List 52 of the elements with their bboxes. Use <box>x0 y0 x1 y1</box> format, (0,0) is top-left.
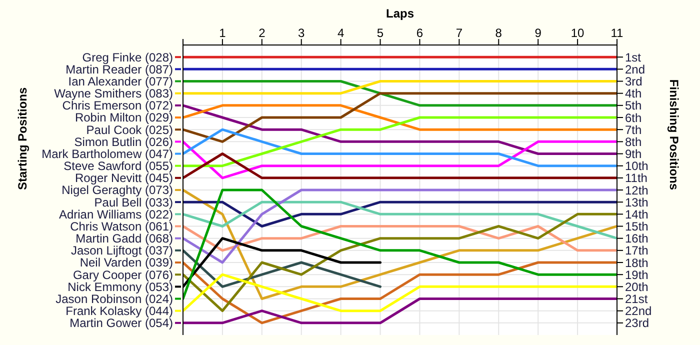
y-tick-label: 9th <box>625 147 642 162</box>
legend-label: Greg Finke (028) <box>82 50 174 64</box>
legend-label: Nigel Geraghty (073) <box>62 183 173 198</box>
y-tick-label: 13th <box>625 195 648 210</box>
x-tick-label: 11 <box>610 26 624 40</box>
x-tick-label: 3 <box>298 26 306 40</box>
legend-label: Jason Lijftogt (037) <box>70 244 173 258</box>
y-tick-label: 5th <box>625 98 642 113</box>
legend-title: Starting Positions <box>15 87 30 190</box>
y-tick-label: 19th <box>625 268 648 282</box>
y-tick-label: 7th <box>625 122 642 137</box>
x-tick-label: 10 <box>570 26 585 40</box>
y-tick-label: 17th <box>625 244 648 258</box>
y-tick-label: 12th <box>625 183 648 198</box>
legend-label: Martin Gower (054) <box>70 316 173 330</box>
y-tick-label: 23rd <box>625 316 650 330</box>
y-tick-label: 6th <box>625 110 642 125</box>
y-tick-label: 2nd <box>625 62 646 76</box>
legend-label: Roger Nevitt (045) <box>74 171 173 186</box>
legend-label: Wayne Smithers (083) <box>54 86 173 101</box>
legend-label: Neil Varden (039) <box>80 256 173 270</box>
y-axis-title: Finishing Positions <box>666 79 681 190</box>
legend-label: Chris Emerson (072) <box>62 98 173 113</box>
y-tick-label: 16th <box>625 232 648 246</box>
x-tick-label: 1 <box>219 26 226 40</box>
legend-label: Gary Cooper (076) <box>72 268 173 282</box>
y-tick-label: 1st <box>625 50 642 64</box>
y-tick-label: 10th <box>625 159 648 174</box>
y-tick-label: 22nd <box>625 304 652 318</box>
x-tick-label: 7 <box>456 26 463 40</box>
y-tick-label: 21st <box>625 292 648 306</box>
legend-label: Steve Sawford (055) <box>64 159 173 174</box>
y-tick-label: 15th <box>625 220 648 234</box>
y-tick-label: 14th <box>625 207 648 222</box>
y-tick-label: 11th <box>625 171 648 186</box>
x-tick-label: 2 <box>258 26 266 40</box>
legend-label: Frank Kolasky (044) <box>66 304 173 318</box>
x-tick-label: 6 <box>416 26 424 40</box>
legend-label: Robin Milton (029) <box>74 110 173 125</box>
y-tick-label: 20th <box>625 280 648 294</box>
x-tick-label: 8 <box>495 26 502 40</box>
legend-label: Paul Cook (025) <box>86 122 173 137</box>
y-tick-label: 3rd <box>625 74 642 89</box>
x-axis-title: Laps <box>386 6 414 21</box>
x-tick-label: 5 <box>376 26 384 40</box>
y-tick-label: 8th <box>625 134 642 149</box>
y-tick-label: 18th <box>625 256 648 270</box>
legend-label: Martin Gadd (068) <box>76 232 173 246</box>
legend-label: Paul Bell (033) <box>94 195 173 210</box>
y-tick-label: 4th <box>625 86 642 101</box>
x-tick-label: 9 <box>534 26 542 40</box>
x-tick-label: 4 <box>337 26 344 40</box>
